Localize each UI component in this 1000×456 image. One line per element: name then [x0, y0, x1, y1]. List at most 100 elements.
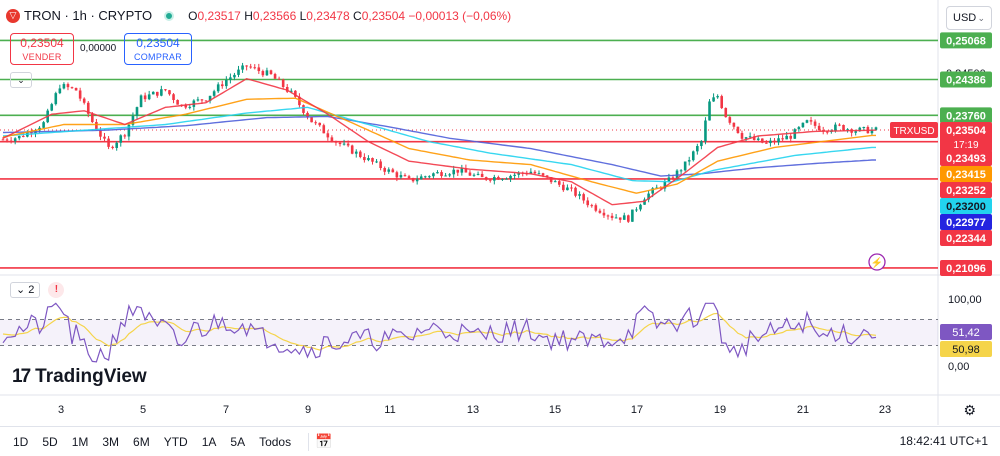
candle-body [793, 129, 797, 139]
candle-body [411, 177, 415, 182]
candle-body [346, 143, 350, 146]
candle-body [119, 135, 123, 143]
chevron-down-icon[interactable]: ⌄ [10, 72, 32, 88]
sell-button[interactable]: 0,23504 VENDER [10, 33, 74, 65]
range-5d[interactable]: 5D [42, 434, 58, 449]
candle-body [773, 140, 776, 143]
candle-body [403, 175, 407, 177]
candle-body [501, 178, 504, 180]
indicator-badge-label: 0,22344 [946, 233, 987, 245]
candle-body [5, 139, 9, 141]
indicator-badge [940, 182, 992, 198]
candle-body [289, 90, 293, 92]
candle-body [168, 90, 171, 95]
candle-body [472, 174, 476, 176]
market-status-icon[interactable] [164, 10, 175, 21]
candle-body [700, 141, 703, 147]
utc-clock[interactable]: 18:42:41 UTC+1 [899, 434, 988, 448]
candle-body [797, 127, 801, 130]
indicator-badge-label: 0,23415 [946, 169, 986, 181]
candle-body [834, 124, 837, 131]
currency-select[interactable]: USD ⌄ [946, 6, 992, 30]
candle-body [196, 99, 200, 101]
candle-body [334, 141, 338, 143]
candle-body [95, 121, 98, 131]
candle-body [586, 200, 590, 206]
indicator-badge [940, 150, 992, 166]
range-ytd[interactable]: YTD [163, 434, 188, 449]
level-badge [940, 259, 992, 276]
rsi-ma-label: 50,98 [952, 344, 980, 356]
candle-body [387, 169, 391, 172]
candle-body [724, 108, 728, 118]
candle-body [663, 181, 667, 189]
candle-body [765, 142, 768, 144]
candle-body [407, 176, 411, 178]
candle-body [379, 161, 382, 169]
candle-body [854, 131, 857, 133]
time-tick-label: 15 [549, 404, 561, 416]
candle-body [574, 187, 577, 196]
candle-body [846, 129, 849, 131]
candle-body [395, 172, 399, 178]
symbol-header: ▽ TRON · 1h · CRYPTO O0,23517 H0,23566 L… [6, 8, 511, 23]
candle-body [838, 124, 841, 126]
candle-body [590, 205, 594, 207]
tradingview-mark-icon: 17 [12, 366, 31, 387]
range-5a[interactable]: 5A [230, 434, 246, 449]
candle-body [687, 160, 691, 162]
range-6m[interactable]: 6M [133, 434, 150, 449]
range-1m[interactable]: 1M [71, 434, 89, 449]
level-badge-label: 0,25068 [946, 35, 986, 47]
candle-body [151, 91, 155, 95]
candle-body [813, 121, 817, 126]
candle-body [127, 124, 131, 137]
candle-body [842, 124, 845, 131]
candle-body [164, 89, 167, 91]
settings-icon[interactable]: ⚙ [963, 402, 976, 418]
candle-body [598, 210, 602, 213]
candle-body [537, 173, 541, 175]
range-3m[interactable]: 3M [102, 434, 120, 449]
time-tick-label: 3 [58, 404, 64, 416]
candle-body [208, 95, 212, 102]
rsi-axis-label: 100,00 [948, 294, 982, 306]
candle-body [354, 151, 358, 154]
ema-line-blue [2, 115, 876, 177]
divider [308, 432, 310, 451]
calendar-icon[interactable]: 📅 [315, 433, 333, 449]
candle-body [285, 87, 289, 92]
candle-body [627, 215, 630, 222]
candle-body [310, 117, 313, 123]
candle-body [314, 122, 317, 124]
candle-body [440, 172, 443, 177]
alert-icon[interactable]: ! [48, 282, 65, 298]
time-tick-label: 9 [305, 404, 311, 416]
rsi-value-badge [940, 324, 992, 340]
rsi-collapse-button[interactable]: ⌄ 2 [10, 282, 41, 298]
spread-value: 0,00000 [80, 43, 117, 54]
candle-body [318, 122, 322, 126]
candle-body [294, 90, 297, 97]
last-price-badge [940, 122, 992, 153]
buy-button[interactable]: 0,23504 COMPRAR [124, 33, 192, 65]
candle-body [618, 217, 622, 220]
candle-body [736, 126, 740, 134]
candle-body [679, 170, 683, 172]
rsi-axis-label: 0,00 [948, 361, 969, 373]
range-1d[interactable]: 1D [13, 434, 29, 449]
candle-body [13, 138, 17, 142]
candle-body [62, 84, 66, 89]
candle-body [273, 74, 277, 79]
candle-body [58, 88, 62, 94]
rsi-line [2, 302, 877, 363]
symbol-title[interactable]: TRON · 1h · CRYPTO [24, 8, 153, 23]
candle-body [468, 172, 472, 176]
range-1a[interactable]: 1A [201, 434, 217, 449]
candle-body [545, 175, 549, 178]
candle-body [66, 84, 70, 88]
tradingview-logo[interactable]: 17 TradingView [12, 366, 147, 387]
chevron-down-icon: ⌄ [977, 13, 985, 23]
range-todos[interactable]: Todos [259, 434, 292, 449]
